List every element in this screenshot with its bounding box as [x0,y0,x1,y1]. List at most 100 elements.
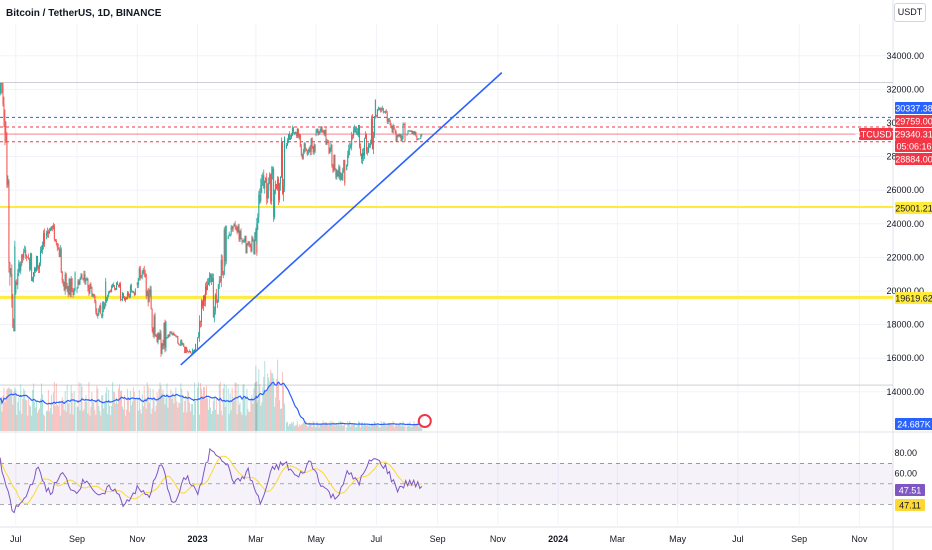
candle-body [184,346,186,353]
candle-body [334,155,336,169]
candle-body [161,343,163,354]
volume-bar [154,411,156,431]
volume-bar [260,405,262,431]
candle-body [71,278,73,292]
candle-body [315,131,317,136]
volume-bar [244,398,246,431]
volume-bar [391,423,393,431]
volume-bar [55,383,57,431]
volume-bar [295,424,297,431]
volume-bar [338,421,340,431]
candle-body [338,167,340,177]
candle-body [146,291,148,297]
rsi-tick-label: 60.00 [894,469,917,479]
price-axis[interactable]: 34000.0032000.0030000.0028000.0026000.00… [886,51,924,479]
volume-bar [303,423,305,431]
volume-bar [386,423,388,431]
candle-body [406,133,408,136]
candle-body [281,142,283,177]
volume-bar [367,426,369,431]
volume-bar [98,405,100,431]
candle-body [40,251,42,263]
volume-bar [194,382,196,431]
candle-body [176,335,178,337]
time-tick-label: May [669,534,687,544]
volume-bar [5,396,7,431]
candle-body [155,334,157,337]
candle-body [86,279,88,281]
candle-body [278,179,280,200]
candle-body [47,231,49,234]
volume-bar [223,383,225,431]
volume-bar [52,392,54,431]
time-tick-label: Jul [732,534,744,544]
candle-body [295,133,297,136]
volume-bar [74,402,76,431]
candle-body [147,291,149,302]
volume-bar [76,406,78,431]
candle-body [202,301,204,307]
volume-bar [272,373,274,431]
candle-body [182,343,184,345]
volume-bar [187,390,189,431]
candle-body [204,286,206,301]
volume-bar [277,359,279,431]
candle-body [20,264,22,271]
volume-bar [253,388,255,431]
volume-bar [266,392,268,431]
volume-bar [53,381,55,431]
volume-bar [205,385,207,431]
volume-bar [208,398,210,431]
candle-body [353,129,355,136]
candle-body [58,249,60,258]
candle-body [67,286,69,294]
candle-body [78,281,80,285]
level-price-tag: 29759.00 [895,115,932,127]
volume-bar [416,423,418,431]
candle-body [180,340,182,346]
candle-body [72,291,74,295]
trendline[interactable] [180,72,503,366]
candle-body [299,134,301,148]
candle-body [217,284,219,303]
candle-body [42,233,44,246]
candle-body [209,274,211,277]
candle-body [148,292,150,302]
candle-body [186,347,188,352]
volume-bar [65,411,67,431]
volume-bar [332,424,334,431]
volume-bar [331,420,333,431]
volume-bar [360,427,362,431]
volume-bar [343,425,345,431]
volume-bar [202,395,204,431]
volume-bar [215,397,217,431]
rsi-tick-label: 80.00 [894,448,917,458]
candle-body [144,273,146,275]
candle-body [168,334,170,337]
volume-bar [149,388,151,431]
volume-bar [372,424,374,431]
volume-bar [340,420,342,431]
candle-body [216,299,218,303]
volume-bar [382,421,384,431]
candle-body [387,118,389,122]
volume-bar [316,421,318,431]
candle-body [272,168,274,174]
currency-button[interactable]: USDT [894,3,926,22]
candle-body [68,279,70,294]
candle-body [310,138,312,152]
volume-bar [401,425,403,431]
price-tags: 30337.38 29759.00 29340.31 05:06:16 28884.00… [855,102,932,511]
volume-bar [62,399,64,431]
time-tick-label: Nov [129,534,146,544]
volume-bar [112,381,114,431]
volume-bar [31,415,33,431]
candle-body [400,134,402,142]
candle-body [192,350,194,354]
candle-body [416,136,418,140]
time-axis[interactable]: Jul Sep Nov 2023 Mar May Jul Sep Nov 2024 Mar May Ju… [10,534,868,544]
candle-body [357,132,359,135]
candle-body [52,225,54,228]
volume-bar [80,382,82,431]
